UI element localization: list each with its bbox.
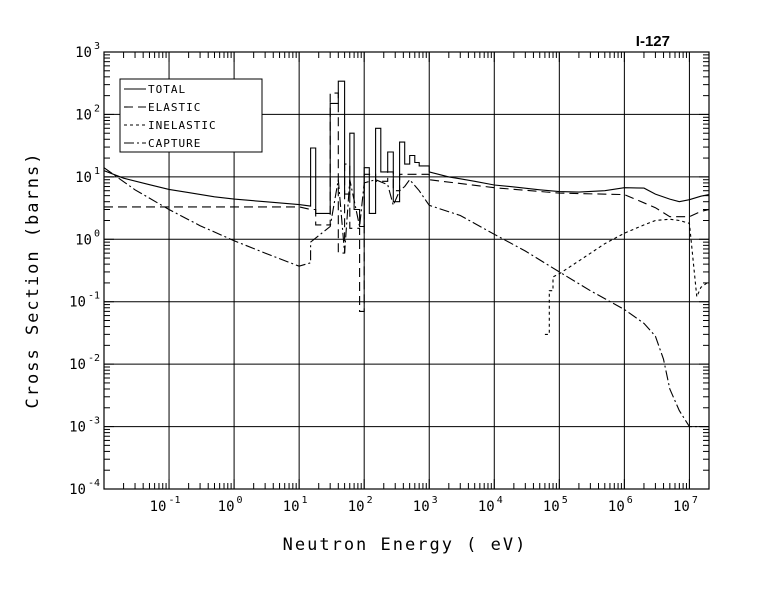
- x-tick-label: 10 1: [283, 495, 308, 515]
- y-axis-label: Cross Section (barns): [23, 152, 43, 409]
- y-tick-label: 10 2: [75, 103, 100, 123]
- series-total-line: [104, 80, 709, 228]
- series-capture-line: [104, 167, 709, 428]
- y-tick-label: 10 -2: [69, 353, 100, 373]
- legend: TOTAL ELASTIC INELASTIC CAPTURE: [119, 78, 263, 153]
- series-lines: [104, 80, 709, 428]
- axis-ticks: [103, 51, 710, 490]
- x-tick-label: 10 7: [673, 495, 698, 515]
- x-tick-label: 10 4: [478, 495, 503, 515]
- legend-label-capture: CAPTURE: [148, 137, 201, 150]
- x-tick-label: 10 -1: [150, 495, 181, 515]
- x-tick-label: 10 6: [608, 495, 633, 515]
- series-elastic-line: [104, 92, 709, 312]
- x-axis-label: Neutron Energy ( eV): [283, 535, 528, 555]
- x-tick-label: 10 0: [218, 495, 243, 515]
- y-tick-label: 10 3: [75, 41, 100, 61]
- grid-lines: [104, 52, 709, 489]
- x-tick-label: 10 3: [413, 495, 438, 515]
- y-tick-label: 10 -3: [69, 416, 100, 436]
- y-tick-label: 10 -4: [69, 478, 100, 498]
- legend-label-inelastic: INELASTIC: [148, 119, 217, 132]
- chart-title: I-127: [636, 33, 670, 50]
- legend-label-total: TOTAL: [148, 83, 186, 96]
- legend-label-elastic: ELASTIC: [148, 101, 201, 114]
- x-tick-label: 10 2: [348, 495, 373, 515]
- plot-frame: [103, 51, 710, 490]
- x-tick-labels: 10 -1 10 0 10 1 10 2 10 3 10 4 10 5 10 6 10 7: [150, 495, 698, 515]
- x-tick-label: 10 5: [543, 495, 568, 515]
- y-tick-label: 10 -1: [69, 291, 100, 311]
- y-tick-label: 10 0: [75, 228, 100, 248]
- y-tick-label: 10 1: [75, 166, 100, 186]
- series-inelastic-line: [544, 218, 709, 335]
- legend-box: [119, 78, 263, 153]
